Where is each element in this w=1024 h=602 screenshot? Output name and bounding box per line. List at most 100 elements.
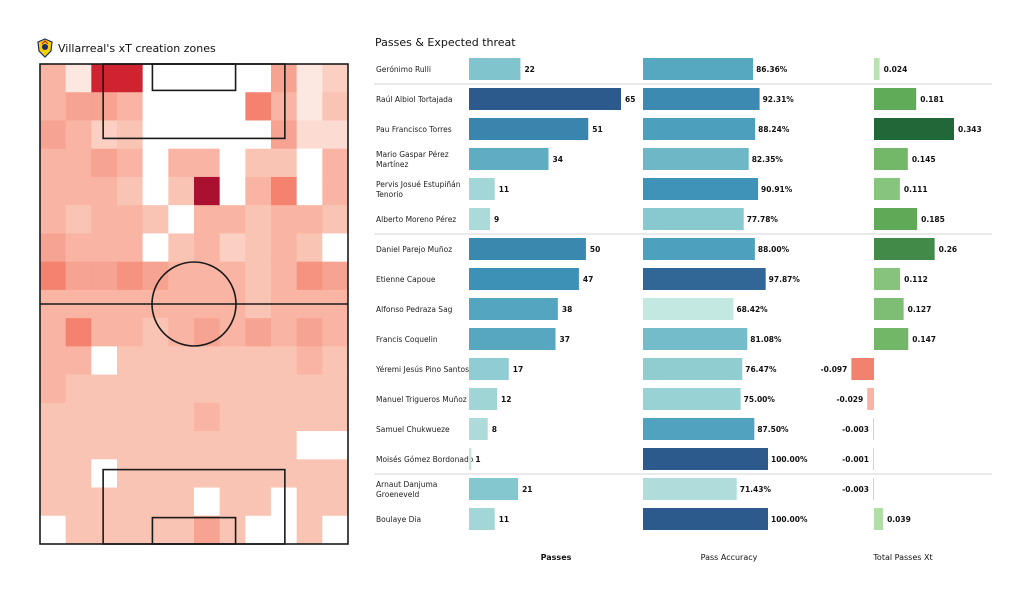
heatmap-cell [142,515,169,545]
heatmap-cell [65,346,92,375]
heatmap-cell [322,64,349,93]
heatmap-cell [322,92,349,121]
heatmap-cell [117,64,143,93]
heatmap-cell [40,515,66,545]
accuracy-value-label: 76.47% [745,365,777,374]
heatmap-cell [65,261,92,291]
passes-bar [469,478,519,500]
heatmap-cell [219,318,246,347]
passes-bar [469,178,495,200]
xt-value-label: -0.003 [842,485,869,494]
heatmap-cell [117,205,143,234]
accuracy-value-label: 68.42% [736,305,768,314]
chart-title: Passes & Expected threat [375,36,516,49]
heatmap-title: Villarreal's xT creation zones [36,38,216,58]
heatmap-cell [194,374,220,404]
heatmap-cell [194,205,220,234]
heatmap-cell [168,374,195,404]
heatmap-cell [194,487,220,517]
heatmap-cell [117,261,143,291]
heatmap-cell [245,233,272,262]
player-name: Moisés Gómez Bordonado [376,455,474,464]
heatmap-cell [142,92,169,121]
passes-value-label: 11 [499,515,509,524]
accuracy-value-label: 100.00% [771,455,808,464]
heatmap-cell [245,402,272,432]
heatmap-cell [40,148,66,178]
accuracy-value-label: 88.24% [758,125,790,134]
accuracy-bar [643,388,741,410]
heatmap-cell [296,459,323,488]
heatmap-cell [322,176,349,206]
heatmap-cell [271,233,297,262]
heatmap-cell [245,148,272,178]
player-name: Daniel Parejo Muñoz [376,245,452,254]
heatmap-cell [91,261,118,291]
accuracy-value-label: 86.36% [756,65,788,74]
passes-xt-chart: Gerónimo Rulli 22 86.36% 0.024 Raúl Albiol T… [374,58,992,530]
player-name: Manuel Trigueros Muñoz [376,395,467,404]
heatmap-cell [296,515,323,545]
heatmap-cell [91,148,118,178]
heatmap-cell [245,318,272,347]
player-name: Gerónimo Rulli [376,65,431,74]
heatmap-cell [65,318,92,347]
passes-value-label: 21 [522,485,532,494]
heatmap-cell [40,374,66,404]
heatmap-cell [219,374,246,404]
heatmap-cell [91,176,118,206]
heatmap-cell [219,487,246,517]
heatmap-cell [168,120,195,150]
heatmap-cell [296,318,323,347]
passes-bar [469,508,495,530]
accuracy-bar [643,478,737,500]
heatmap-cell [245,261,272,291]
heatmap-cell [65,148,92,178]
player-name: Yéremi Jesús Pino Santos [375,365,469,374]
heatmap-cell [91,459,118,488]
passes-value-label: 1 [475,455,480,464]
accuracy-value-label: 92.31% [763,95,795,104]
heatmap-cell [142,431,169,460]
heatmap-cell [194,402,220,432]
heatmap-cell [91,431,118,460]
passes-bar [469,298,558,320]
xt-bar [874,88,917,110]
heatmap-cell [322,402,349,432]
heatmap-cell [296,374,323,404]
passes-value-label: 12 [501,395,511,404]
heatmap-cell [168,261,195,291]
heatmap-cell [65,233,92,262]
heatmap-cell [40,346,66,375]
heatmap-cell [168,148,195,178]
accuracy-value-label: 81.08% [750,335,782,344]
heatmap-cell [142,176,169,206]
accuracy-bar [643,328,748,350]
heatmap-cell [322,318,349,347]
heatmap-cell [219,431,246,460]
accuracy-value-label: 77.78% [747,215,779,224]
heatmap-cell [271,515,297,545]
heatmap-cell [194,515,220,545]
heatmap-cell [40,487,66,517]
xt-value-label: -0.001 [842,455,869,464]
passes-bar [469,58,521,80]
passes-column-label: Passes [540,553,572,562]
passes-value-label: 22 [524,65,534,74]
heatmap-cell [168,233,195,262]
xt-bar [874,148,908,170]
player-name: Alfonso Pedraza Sag [376,305,453,314]
heatmap-cell [117,431,143,460]
xt-value-label: 0.112 [904,275,928,284]
heatmap-cell [219,233,246,262]
player-name: Mario Gaspar Pérez Martínez [376,150,449,169]
accuracy-bar [643,298,734,320]
heatmap-cell [271,64,297,93]
heatmap-cell [168,92,195,121]
xt-column-label: Total Passes Xt [873,553,933,562]
xt-bar [873,418,874,440]
heatmap-cell [322,148,349,178]
xt-bar [873,448,874,470]
xt-value-label: -0.029 [836,395,863,404]
heatmap-cell [271,487,297,517]
